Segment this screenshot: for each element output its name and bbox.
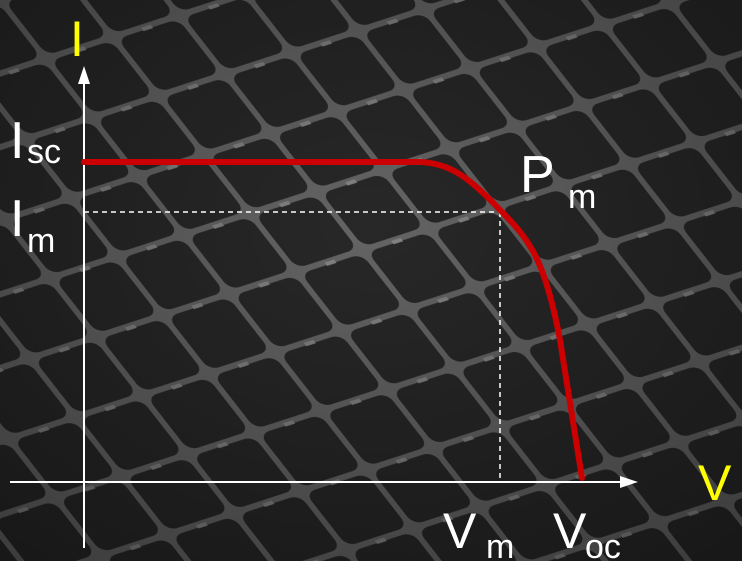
voc-main: V [553, 503, 587, 559]
vm-sub: m [486, 528, 514, 561]
pm-main: P [520, 146, 555, 204]
voc-sub: oc [585, 528, 621, 561]
vm-main: V [443, 503, 477, 559]
iv-curve-diagram: I V I sc I m P m V m V oc [0, 0, 742, 561]
y-axis-label: I [70, 11, 84, 67]
background-shade [0, 0, 742, 561]
pm-sub: m [568, 178, 596, 216]
im-main: I [10, 190, 24, 248]
im-sub: m [27, 222, 55, 260]
x-axis-label: V [698, 455, 732, 511]
isc-sub: sc [27, 133, 61, 171]
isc-main: I [10, 112, 24, 170]
